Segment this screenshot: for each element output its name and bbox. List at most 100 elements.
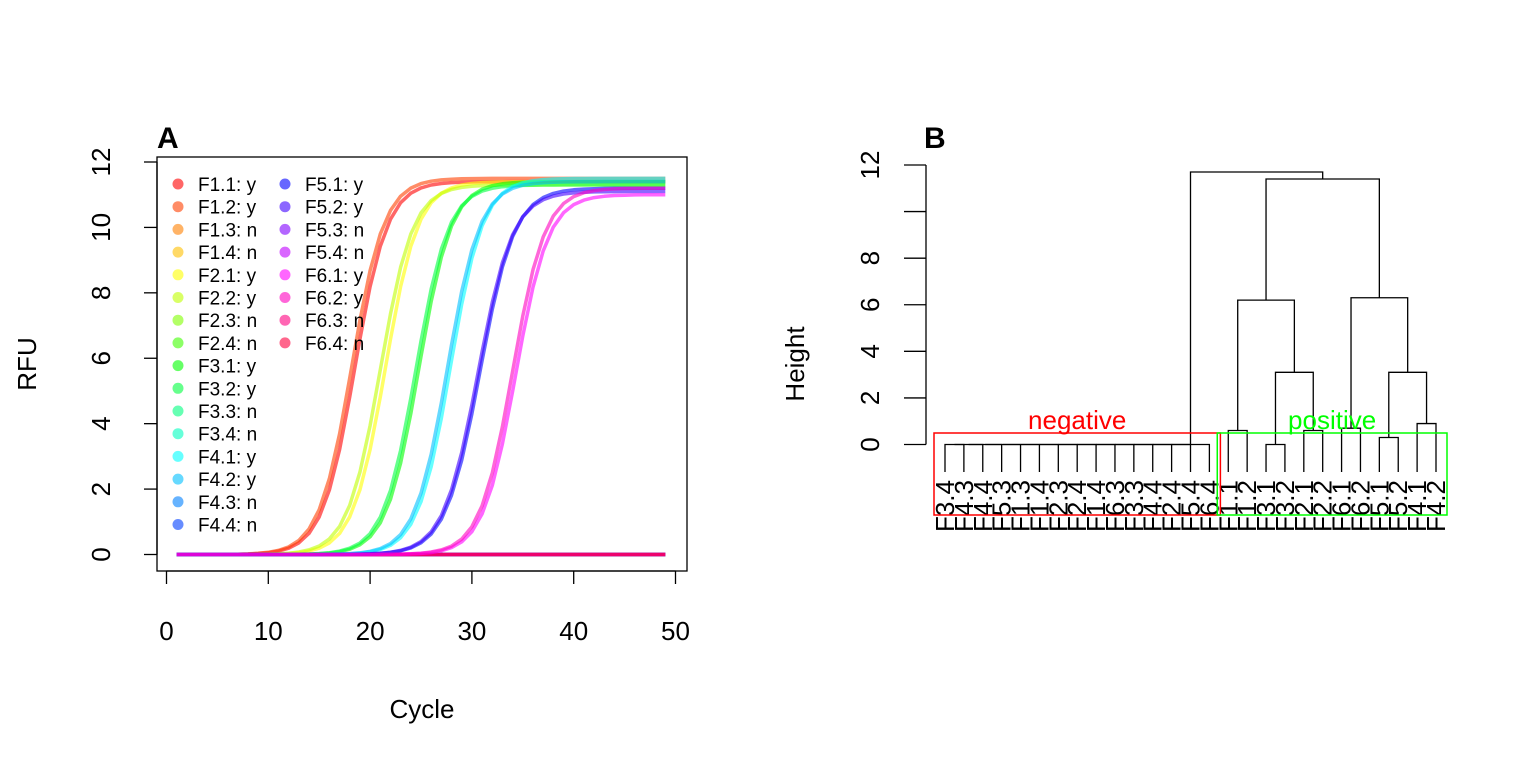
y-tick-label: 8 [86,286,116,300]
leaf-label: F3.2 [1270,480,1300,532]
legend-marker [172,428,184,440]
legend-marker [172,337,184,349]
legend-marker [279,292,291,303]
legend-marker [172,382,184,394]
leaf-label: F4.4 [968,480,998,532]
dendrogram-branch [1303,429,1324,472]
y-tick-label: 6 [86,351,116,365]
legend-marker [172,246,184,258]
panel-a: F1.1: yF1.2: yF1.3: nF1.4: nF2.1: yF2.2:… [12,122,690,724]
legend-marker [279,314,291,326]
legend-marker [172,269,184,281]
leaf-label: F2.2 [1308,480,1338,532]
legend-marker [172,519,184,530]
legend-label: F3.2: y [198,379,257,400]
legend-marker [172,473,184,485]
legend-marker [172,405,184,417]
y-axis: 0 2 4 6 8 10 12 [86,148,158,562]
x-tick-label: 20 [356,616,385,646]
leaf-label: F5.1 [1364,480,1394,532]
legend-marker [279,178,291,190]
leaf-label: F5.4 [1176,480,1206,532]
legend-label: F1.4: n [198,243,257,264]
legend-label: F4.4: n [198,516,257,537]
legend-label: F2.1: y [198,266,257,287]
leaf-label: F2.4 [1157,480,1187,532]
legend-marker [172,360,184,372]
legend-marker [172,450,184,462]
legend-label: F5.2: y [305,198,364,219]
legend-label: F5.1: y [305,175,364,196]
legend-marker [279,269,291,281]
y-tick-label: 8 [855,251,885,265]
legend-label: F6.4: n [305,334,364,355]
legend-marker [279,337,291,349]
x-tick-label: 40 [559,616,588,646]
leaf-label: F3.3 [1119,480,1149,532]
leaf-label: F1.1 [1213,480,1243,532]
legend-label: F4.3: n [198,493,257,514]
legend-label: F2.3: n [198,311,257,332]
leaf-label: F6.2 [1345,480,1375,532]
legend-label: F6.3: n [305,311,364,332]
y-axis-label: Height [780,326,810,402]
series-lines [176,176,666,557]
dendrogram-tree [944,171,1437,472]
leaf-label: F2.1 [1289,480,1319,532]
cluster-label: negative [1028,405,1126,435]
legend-label: F6.1: y [305,266,364,287]
cluster-boxes: negative positive [933,405,1448,516]
legend-label: F2.2: y [198,289,257,310]
dendrogram-branch [1274,371,1314,445]
panel-title: A [157,122,179,155]
x-tick-label: 50 [661,616,690,646]
legend-label: F1.1: y [198,175,257,196]
y-axis-label: RFU [12,337,42,390]
legend-marker [279,201,291,213]
legend-label: F5.4: n [305,243,364,264]
panel-title: B [924,122,946,155]
y-tick-label: 12 [855,151,885,180]
leaf-label: F2.3 [1043,480,1073,532]
legend-label: F6.2: y [305,289,364,310]
panel-b: F3.4F4.3F4.4F5.3F1.3F1.4F2.3F2.4F1.4F6.3… [780,122,1451,532]
leaf-label: F4.2 [1421,480,1451,532]
legend-label: F2.4: n [198,334,257,355]
dendrogram-branch [1416,422,1437,472]
y-tick-label: 0 [86,547,116,561]
leaf-labels: F3.4F4.3F4.4F5.3F1.3F1.4F2.3F2.4F1.4F6.3… [930,480,1451,532]
legend-label: F3.4: n [198,425,257,446]
legend-label: F4.2: y [198,470,257,491]
legend-label: F3.1: y [198,357,257,378]
y-tick-label: 0 [855,437,885,451]
legend-label: F1.3: n [198,220,257,241]
x-axis: 0 10 20 30 40 50 [159,570,690,646]
leaf-label: F4.4 [1138,480,1168,532]
x-axis-label: Cycle [389,694,454,724]
leaf-label: F5.2 [1383,480,1413,532]
y-tick-label: 6 [855,298,885,312]
dendrogram-branch [1378,436,1399,472]
leaf-label: F3.4 [930,480,960,532]
cluster-box [933,432,1222,516]
leaf-label: F6.3 [1100,480,1130,532]
dendrogram-branch [1350,297,1409,429]
legend-label: F1.2: y [198,198,257,219]
legend-label: F4.1: y [198,447,257,468]
leaf-label: F6.4 [1194,480,1224,532]
legend-marker [172,178,184,190]
legend-marker [172,314,184,326]
x-tick-label: 10 [254,616,283,646]
leaf-label: F2.4 [1062,480,1092,532]
y-tick-label: 12 [86,148,116,177]
leaf-label: F6.1 [1327,480,1357,532]
dendrogram-branch [985,443,1022,472]
leaf-label: F1.3 [1006,480,1036,532]
dendrogram-branch [954,443,984,472]
leaf-label: F1.4 [1024,480,1054,532]
legend-marker [172,201,184,213]
legend-marker [172,292,184,303]
y-tick-label: 4 [86,416,116,430]
cluster-label: positive [1288,405,1376,435]
series-line [176,186,666,557]
